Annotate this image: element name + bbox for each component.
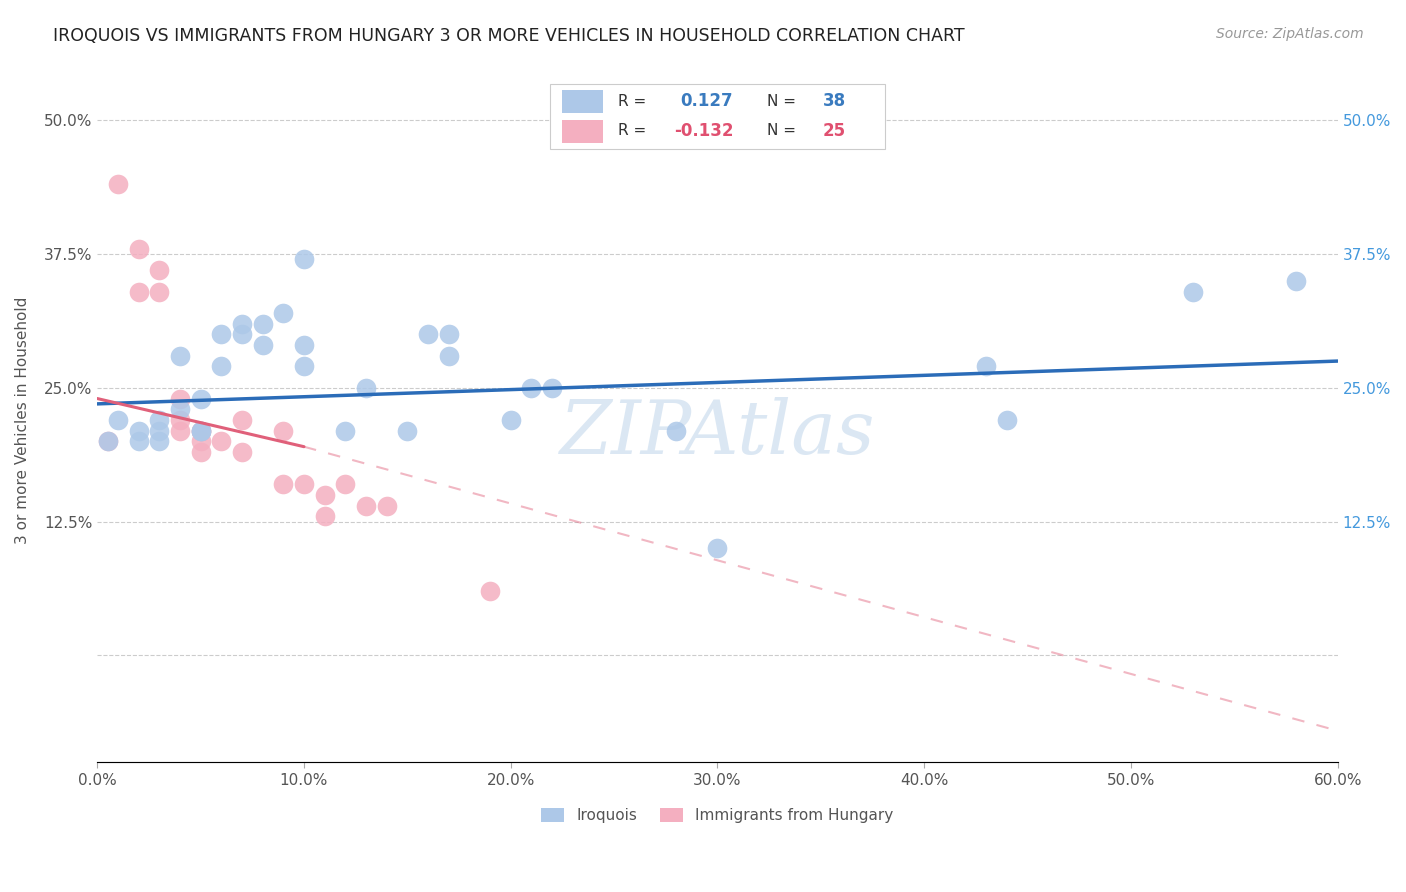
Point: [231, 413, 253, 427]
Point: [292, 338, 315, 352]
Text: 0.127: 0.127: [681, 93, 733, 111]
FancyBboxPatch shape: [550, 84, 884, 149]
Point: [292, 359, 315, 374]
Point: [995, 413, 1018, 427]
Bar: [562, 90, 603, 113]
Point: [416, 327, 439, 342]
Point: [148, 413, 170, 427]
Point: [335, 424, 357, 438]
Point: [520, 381, 543, 395]
Point: [479, 584, 502, 599]
Point: [1285, 274, 1308, 288]
Point: [541, 381, 564, 395]
Point: [974, 359, 997, 374]
Y-axis label: 3 or more Vehicles in Household: 3 or more Vehicles in Household: [15, 296, 30, 543]
Point: [437, 349, 460, 363]
Point: [252, 338, 274, 352]
Point: [314, 509, 336, 524]
Point: [354, 381, 377, 395]
Point: [148, 424, 170, 438]
Point: [190, 445, 212, 459]
Point: [354, 499, 377, 513]
Point: [148, 285, 170, 299]
Point: [190, 424, 212, 438]
Text: R =: R =: [619, 123, 647, 138]
Point: [375, 499, 398, 513]
Text: 25: 25: [823, 122, 846, 140]
Point: [499, 413, 522, 427]
Text: IROQUOIS VS IMMIGRANTS FROM HUNGARY 3 OR MORE VEHICLES IN HOUSEHOLD CORRELATION : IROQUOIS VS IMMIGRANTS FROM HUNGARY 3 OR…: [53, 27, 965, 45]
Point: [231, 317, 253, 331]
Point: [128, 242, 150, 256]
Point: [271, 477, 294, 491]
Point: [148, 263, 170, 277]
Point: [209, 434, 232, 449]
Point: [169, 413, 191, 427]
Point: [231, 445, 253, 459]
Point: [190, 424, 212, 438]
Point: [209, 327, 232, 342]
Point: [97, 434, 120, 449]
Point: [97, 434, 120, 449]
Point: [190, 392, 212, 406]
Point: [107, 178, 129, 192]
Point: [190, 434, 212, 449]
Point: [148, 434, 170, 449]
Point: [292, 252, 315, 267]
Point: [437, 327, 460, 342]
Point: [1181, 285, 1204, 299]
Point: [190, 424, 212, 438]
Bar: [562, 120, 603, 143]
Point: [252, 317, 274, 331]
Text: Source: ZipAtlas.com: Source: ZipAtlas.com: [1216, 27, 1364, 41]
Point: [169, 392, 191, 406]
Text: N =: N =: [768, 123, 796, 138]
Point: [665, 424, 688, 438]
Point: [271, 306, 294, 320]
Point: [706, 541, 728, 556]
Text: 38: 38: [823, 93, 846, 111]
Point: [335, 477, 357, 491]
Point: [169, 424, 191, 438]
Text: -0.132: -0.132: [673, 122, 734, 140]
Point: [396, 424, 419, 438]
Point: [107, 413, 129, 427]
Legend: Iroquois, Immigrants from Hungary: Iroquois, Immigrants from Hungary: [541, 808, 894, 823]
Point: [128, 285, 150, 299]
Point: [169, 349, 191, 363]
Point: [271, 424, 294, 438]
Text: N =: N =: [768, 94, 796, 109]
Text: R =: R =: [619, 94, 647, 109]
Point: [128, 424, 150, 438]
Point: [314, 488, 336, 502]
Point: [209, 359, 232, 374]
Text: ZIPAtlas: ZIPAtlas: [560, 398, 875, 470]
Point: [190, 424, 212, 438]
Point: [292, 477, 315, 491]
Point: [169, 402, 191, 417]
Point: [231, 327, 253, 342]
Point: [128, 434, 150, 449]
